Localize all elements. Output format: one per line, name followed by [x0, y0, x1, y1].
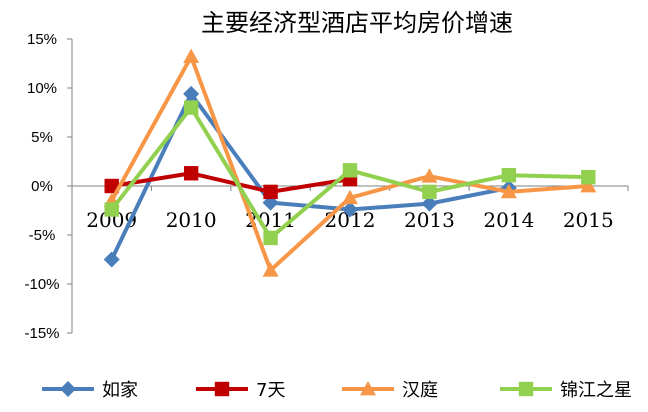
x-tick-label: 2014	[483, 208, 534, 232]
data-point	[342, 163, 358, 178]
legend-label: 锦江之星	[560, 380, 632, 401]
legend-swatch-marker	[60, 381, 76, 397]
data-point	[262, 262, 279, 277]
data-point	[580, 178, 597, 193]
x-tick-label: 2013	[404, 208, 455, 232]
y-tick-label: 5%	[31, 129, 53, 146]
series-3	[103, 48, 597, 277]
data-point	[581, 169, 596, 185]
x-tick-label: 2015	[563, 208, 614, 232]
y-tick-label: -15%	[24, 325, 59, 342]
legend-label: 汉庭	[402, 380, 438, 401]
data-point	[263, 184, 278, 200]
legend-item: 7天	[196, 380, 285, 401]
legend-label: 7天	[256, 380, 285, 401]
data-point	[183, 85, 200, 102]
y-tick-label: -5%	[29, 227, 56, 244]
data-point	[342, 189, 358, 205]
legend-swatch-marker	[518, 381, 534, 397]
legend-item: 汉庭	[342, 380, 438, 401]
legend-label: 如家	[102, 380, 138, 401]
data-point	[342, 201, 358, 218]
data-point	[183, 48, 200, 64]
legend-item: 锦江之星	[500, 380, 632, 401]
legend-swatch-marker	[360, 381, 376, 396]
data-point	[421, 168, 438, 183]
y-tick-label: 15%	[27, 31, 57, 48]
y-axis: 15% 10% 5% 0% -5% -10% -15%	[24, 31, 73, 342]
data-point	[263, 230, 278, 246]
data-point	[104, 178, 119, 194]
legend: 如家 7天 汉庭 锦江之星	[42, 380, 632, 401]
legend-item: 如家	[42, 380, 138, 401]
data-point	[500, 183, 517, 199]
data-point	[421, 195, 438, 212]
data-point	[501, 168, 517, 183]
y-tick-label: -10%	[24, 276, 59, 293]
series-line	[111, 171, 351, 194]
data-point	[103, 251, 120, 268]
series-4	[104, 100, 596, 246]
data-point	[104, 202, 119, 217]
chart-title: 主要经济型酒店平均房价增速	[201, 9, 513, 37]
data-point	[183, 100, 199, 115]
legend-swatch-marker	[214, 381, 230, 397]
data-point	[422, 184, 437, 200]
series-group	[103, 48, 597, 277]
y-tick-label: 0%	[31, 178, 53, 195]
data-point	[183, 166, 199, 181]
y-tick-label: 10%	[27, 80, 57, 97]
x-tick-label: 2010	[166, 208, 217, 232]
